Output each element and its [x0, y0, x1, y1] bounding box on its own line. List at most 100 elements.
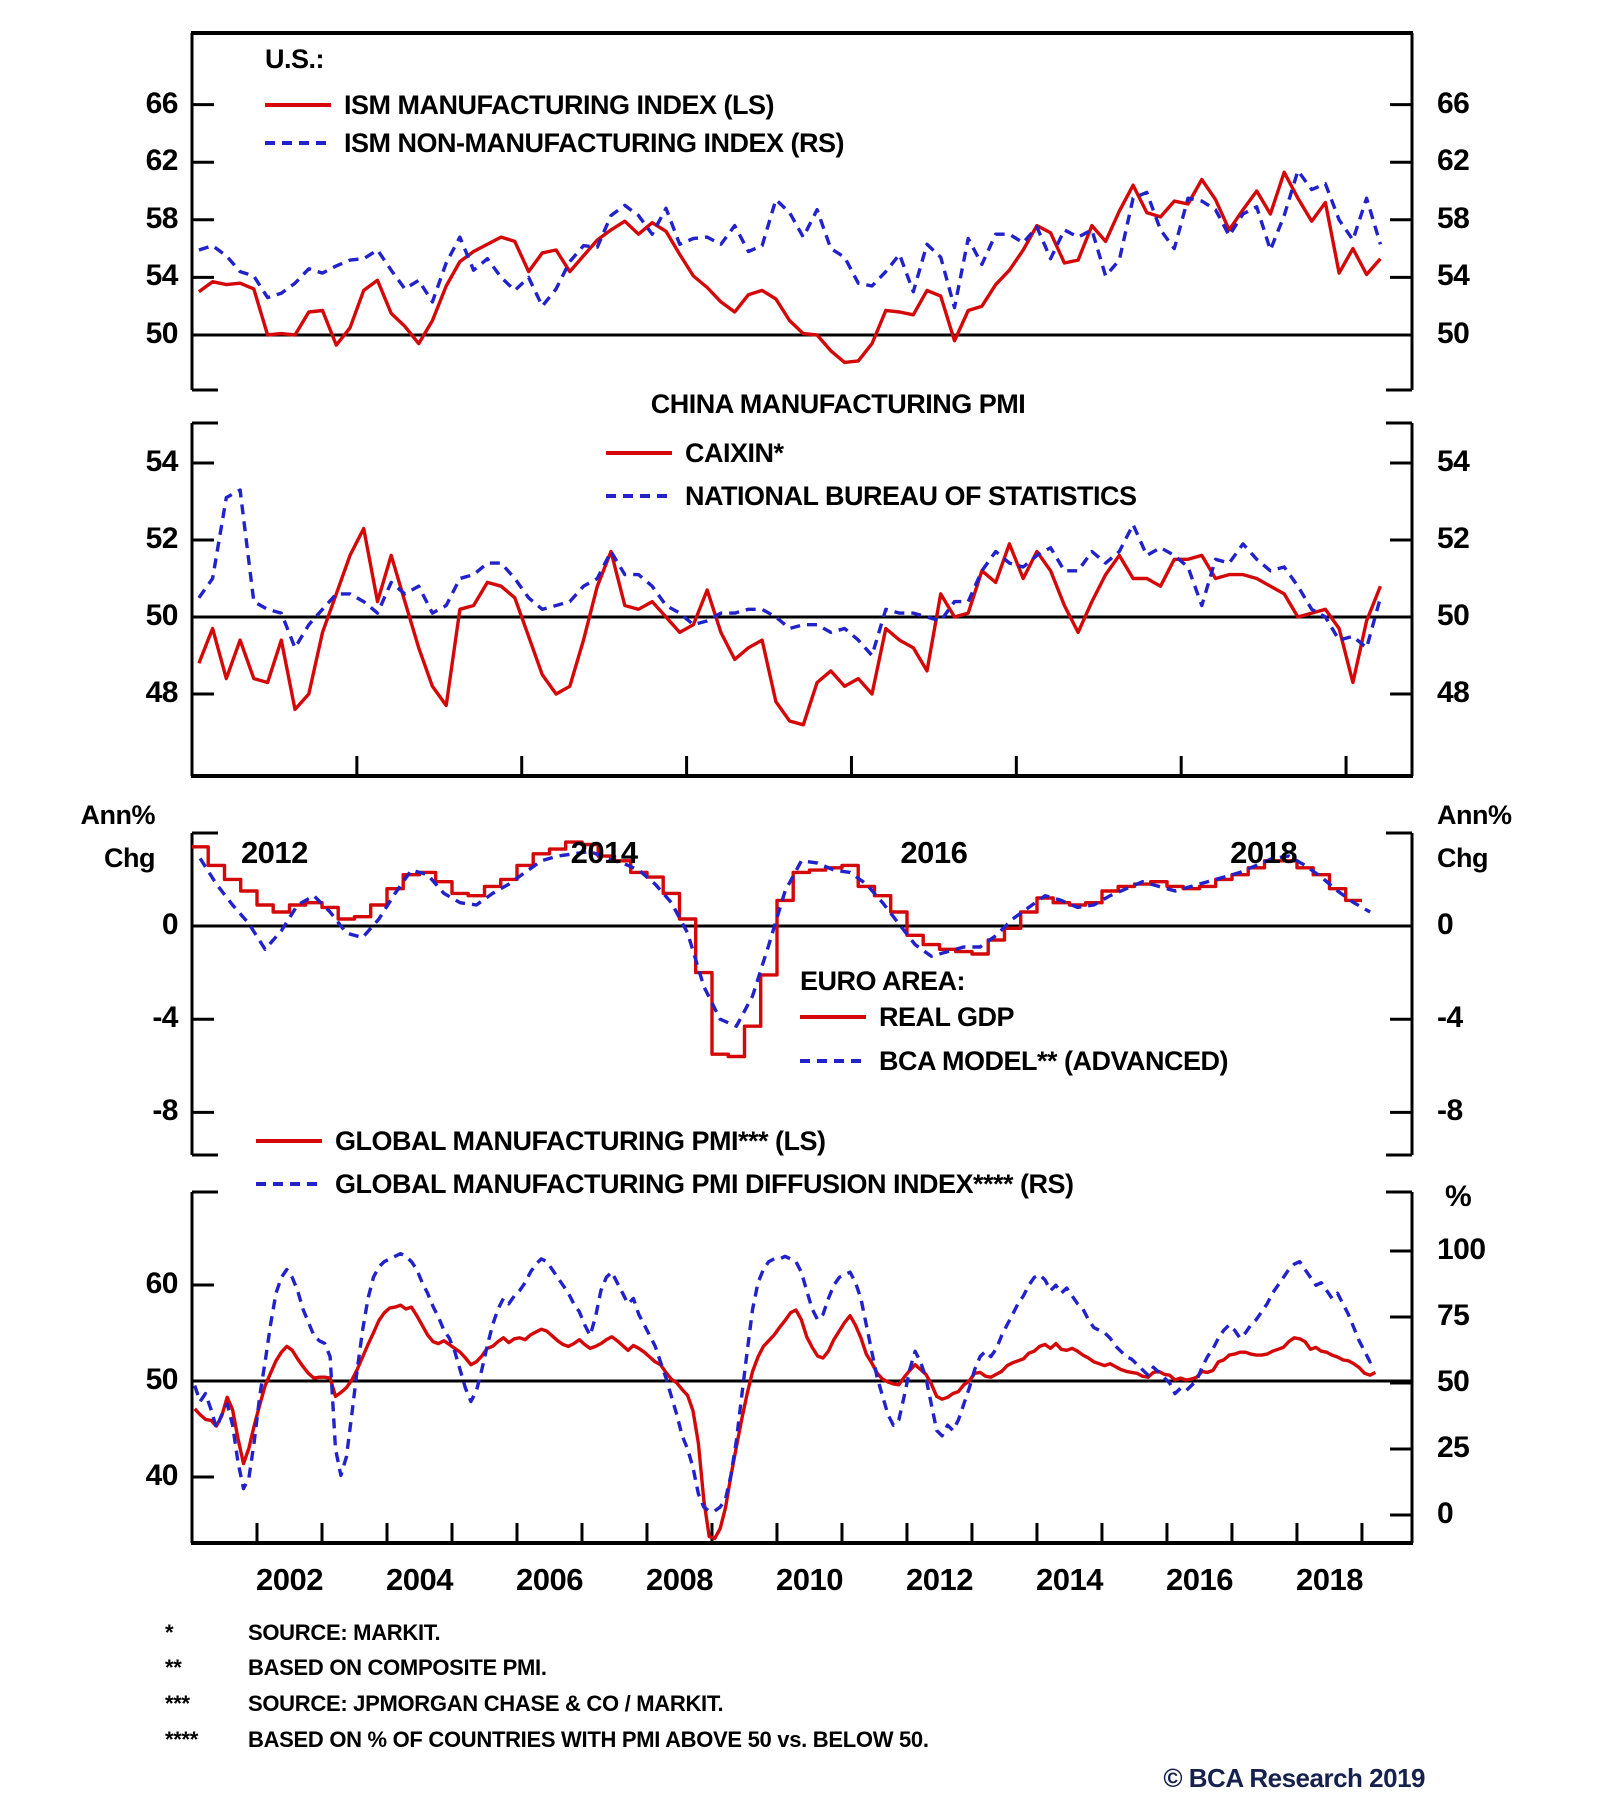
- y-tick-label-right: 0: [1437, 1497, 1454, 1530]
- legend-label: ISM NON-MANUFACTURING INDEX (RS): [344, 128, 844, 158]
- y-tick-label-left: 52: [145, 522, 179, 555]
- x-tick-label-year: 2012: [240, 835, 308, 870]
- y-tick-label-left: 58: [145, 201, 179, 235]
- legend-label: GLOBAL MANUFACTURING PMI DIFFUSION INDEX…: [335, 1169, 1074, 1199]
- legend-global-diffusion: GLOBAL MANUFACTURING PMI DIFFUSION INDEX…: [256, 1169, 1074, 1199]
- y-tick-label-left: 50: [145, 1363, 179, 1396]
- legend-label: REAL GDP: [879, 1002, 1015, 1032]
- unit-line2: Chg: [1437, 843, 1488, 873]
- blue-dashed-key-icon: [256, 1182, 322, 1186]
- y-tick-label-right: 58: [1437, 201, 1470, 235]
- y-tick-label-right: 50: [1437, 317, 1470, 350]
- panel1-title: U.S.:: [265, 44, 325, 74]
- legend-label: ISM MANUFACTURING INDEX (LS): [344, 90, 774, 120]
- y-tick-label-left: 54: [145, 259, 179, 293]
- red-solid-key-icon: [606, 451, 672, 455]
- footnote-marker: ****: [165, 1727, 199, 1752]
- copyright-notice: © BCA Research 2019: [1163, 1763, 1425, 1793]
- x-tick-label-year: 2014: [570, 835, 638, 870]
- y-tick-label-right: 52: [1437, 522, 1470, 555]
- unit-line2: Chg: [104, 843, 155, 873]
- legend-label: BCA MODEL** (ADVANCED): [879, 1046, 1229, 1076]
- series-left-dashed: [198, 169, 1383, 310]
- y-tick-label-left: 54: [145, 445, 179, 478]
- x-tick-label-year: 2016: [1165, 1562, 1233, 1597]
- footnote-4: **** BASED ON % OF COUNTRIES WITH PMI AB…: [165, 1727, 1365, 1757]
- x-tick-label-year: 2006: [516, 1562, 583, 1597]
- y-tick-label-left: 48: [145, 676, 179, 709]
- x-tick-label-year: 2010: [775, 1562, 843, 1597]
- footnote-text: BASED ON COMPOSITE PMI.: [248, 1655, 547, 1680]
- blue-dashed-key-icon: [800, 1059, 866, 1063]
- panel3-title: EURO AREA:: [800, 966, 966, 996]
- y-tick-label-left: -4: [152, 1001, 178, 1035]
- red-solid-key-icon: [800, 1015, 866, 1019]
- footnote-marker: **: [165, 1655, 182, 1680]
- y-tick-label-right: 75: [1437, 1299, 1470, 1332]
- legend-label: GLOBAL MANUFACTURING PMI*** (LS): [335, 1126, 826, 1156]
- x-tick-label-year: 2004: [386, 1562, 453, 1597]
- y-tick-label-right: -4: [1437, 1001, 1463, 1035]
- y-tick-label-right: 100: [1437, 1233, 1486, 1266]
- y-tick-label-right: 25: [1437, 1431, 1470, 1464]
- legend-bca-model: BCA MODEL** (ADVANCED): [800, 1046, 1229, 1076]
- y-tick-label-left: 50: [145, 599, 179, 632]
- series-left-solid: [197, 526, 1382, 727]
- series-left-solid: [193, 1303, 1377, 1541]
- blue-dashed-key-icon: [265, 141, 331, 145]
- x-tick-label-year: 2012: [905, 1562, 973, 1597]
- y-tick-label-left: 50: [145, 317, 179, 350]
- series-left-dashed: [197, 488, 1383, 658]
- y-tick-label-right: 62: [1437, 144, 1470, 178]
- series-left-solid: [197, 170, 1382, 365]
- unit-line1: Ann%: [1437, 800, 1512, 830]
- x-tick-label-year: 2014: [1035, 1562, 1103, 1597]
- panel2-title: CHINA MANUFACTURING PMI: [650, 389, 1026, 419]
- y-tick-label-right: -8: [1437, 1094, 1463, 1128]
- y-tick-label-right: 54: [1437, 259, 1470, 293]
- footnote-2: ** BASED ON COMPOSITE PMI.: [165, 1655, 1365, 1685]
- series-left-dashed: [198, 849, 1371, 1028]
- y-axis-unit-percent: %: [1445, 1180, 1472, 1213]
- legend-real-gdp: REAL GDP: [800, 1002, 1015, 1032]
- y-tick-label-left: 66: [145, 86, 179, 120]
- x-tick-label-year: 2018: [1230, 835, 1298, 870]
- legend-label: NATIONAL BUREAU OF STATISTICS: [685, 481, 1137, 511]
- red-solid-key-icon: [265, 103, 331, 107]
- y-tick-label-left: 60: [145, 1267, 179, 1300]
- footnote-1: * SOURCE: MARKIT.: [165, 1620, 1365, 1650]
- y-tick-label-right: 66: [1437, 86, 1470, 120]
- legend-nbs: NATIONAL BUREAU OF STATISTICS: [606, 481, 1137, 511]
- legend-global-pmi: GLOBAL MANUFACTURING PMI*** (LS): [256, 1126, 826, 1156]
- legend-ism-non-manufacturing: ISM NON-MANUFACTURING INDEX (RS): [265, 128, 844, 158]
- y-tick-label-left: 0: [161, 908, 179, 941]
- footnote-text: SOURCE: JPMORGAN CHASE & CO / MARKIT.: [248, 1691, 724, 1716]
- series-left-solid: [192, 840, 1362, 1059]
- legend-label: CAIXIN*: [685, 438, 784, 468]
- legend-caixin: CAIXIN*: [606, 438, 784, 468]
- legend-ism-manufacturing: ISM MANUFACTURING INDEX (LS): [265, 90, 774, 120]
- footnote-text: SOURCE: MARKIT.: [248, 1620, 441, 1645]
- footnote-marker: *: [165, 1620, 174, 1645]
- y-tick-label-right: 0: [1437, 908, 1454, 941]
- y-tick-label-left: 62: [145, 144, 179, 178]
- unit-line1: Ann%: [80, 800, 156, 830]
- x-tick-label-year: 2002: [256, 1562, 323, 1597]
- x-tick-label-year: 2008: [645, 1562, 713, 1597]
- y-tick-label-left: 40: [145, 1459, 179, 1492]
- right-unit-label: Ann% Chg: [1437, 794, 1512, 880]
- y-tick-label-right: 54: [1437, 445, 1470, 478]
- left-unit-label: Ann% Chg: [40, 794, 156, 880]
- series-right-dashed: [193, 1251, 1377, 1513]
- y-tick-label-left: -8: [152, 1094, 178, 1128]
- footnote-3: *** SOURCE: JPMORGAN CHASE & CO / MARKIT…: [165, 1691, 1365, 1721]
- y-tick-label-right: 50: [1437, 599, 1470, 632]
- footnote-text: BASED ON % OF COUNTRIES WITH PMI ABOVE 5…: [248, 1727, 929, 1752]
- blue-dashed-key-icon: [606, 494, 672, 498]
- y-tick-label-right: 50: [1437, 1365, 1470, 1398]
- footnote-marker: ***: [165, 1691, 190, 1716]
- x-tick-label-year: 2018: [1295, 1562, 1363, 1597]
- red-solid-key-icon: [256, 1139, 322, 1143]
